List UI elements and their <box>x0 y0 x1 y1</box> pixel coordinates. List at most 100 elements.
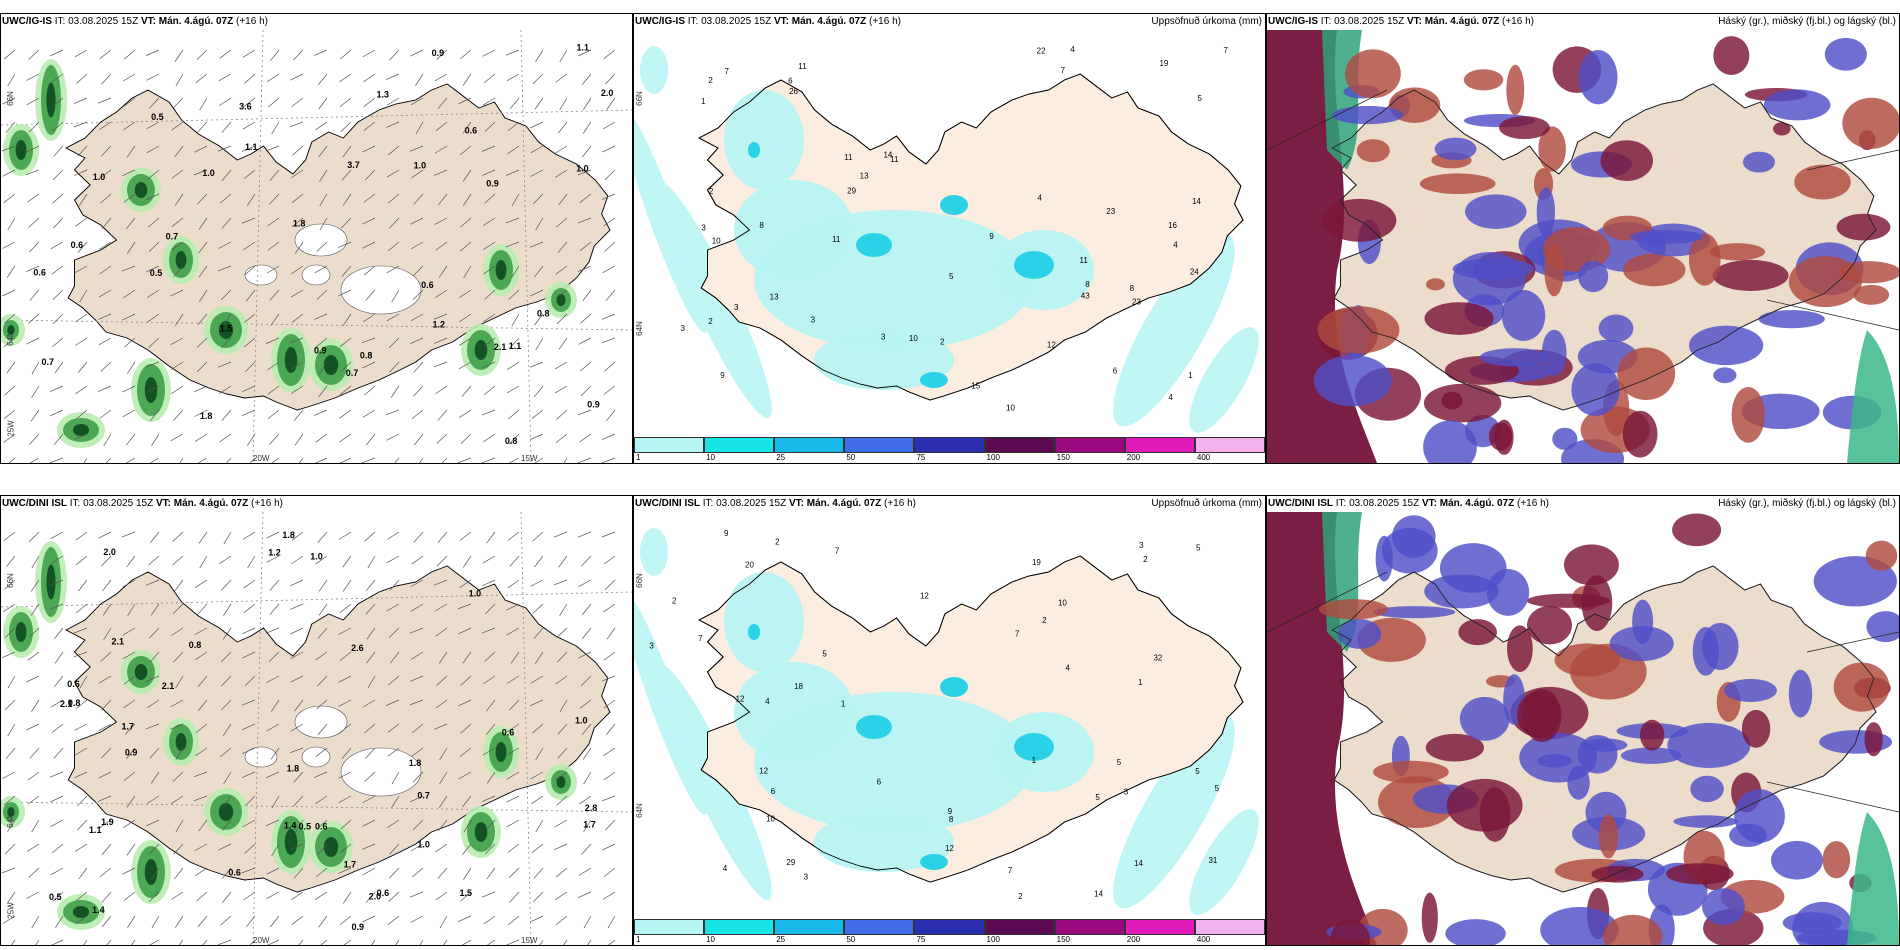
wind-barb <box>149 627 160 639</box>
wind-barb <box>126 795 136 808</box>
precip-area-light <box>734 180 854 280</box>
wind-barb <box>510 651 520 664</box>
precip-value-label: 23 <box>1132 297 1141 306</box>
precip-value-label: 3 <box>649 641 654 650</box>
wind-barb <box>409 699 424 706</box>
wind-barb <box>508 867 520 879</box>
wind-barb <box>243 313 256 323</box>
wind-barb <box>220 193 232 204</box>
longitude-gridline <box>520 30 532 463</box>
wind-barb <box>583 819 592 833</box>
wind-barb <box>530 675 544 684</box>
wind-barb <box>386 265 400 274</box>
wind-barb <box>221 217 232 229</box>
wind-barb <box>459 289 472 299</box>
wind-barb <box>506 795 520 803</box>
wind-barb <box>171 795 184 804</box>
wind-barb <box>122 627 136 636</box>
colorbar-tick-label: 50 <box>846 453 856 462</box>
wind-barb <box>195 579 208 588</box>
wind-barb <box>338 241 352 248</box>
wind-barb <box>170 361 184 370</box>
high-cloud-area <box>1666 863 1734 885</box>
high-cloud-area <box>1836 261 1899 284</box>
wind-barb <box>4 313 16 324</box>
cloud-map <box>1267 512 1899 945</box>
precip-value-label: 9 <box>948 807 953 816</box>
precip-area-moderate <box>920 854 948 870</box>
wind-barb <box>244 675 256 687</box>
precip-area-heavy <box>46 564 56 600</box>
wind-barb <box>26 891 40 899</box>
wind-barb <box>363 193 376 203</box>
wind-barb <box>52 313 64 325</box>
wind-barb <box>49 771 64 778</box>
wind-barb <box>195 73 208 83</box>
wind-barb <box>386 97 400 106</box>
it-value: 03.08.2025 15Z <box>1349 498 1420 509</box>
wind-barb <box>268 97 280 108</box>
wind-barb <box>386 531 400 540</box>
wind-barb <box>460 433 472 444</box>
wind-barb <box>175 819 184 833</box>
wind-barb <box>505 217 520 224</box>
precip-value-label: 10 <box>1058 598 1067 607</box>
vt-label: VT: <box>773 16 789 27</box>
wind-barb <box>434 73 448 82</box>
wind-barb <box>601 795 616 802</box>
colorbar-tick-label: 100 <box>986 453 1000 462</box>
vt-value: Mán. 4.ágú. 07Z <box>791 16 867 27</box>
wind-barb <box>483 675 496 685</box>
wind-barb <box>602 433 616 440</box>
wind-barb <box>171 217 184 227</box>
mid-cloud-area <box>1690 775 1724 803</box>
wind-barb <box>202 939 208 945</box>
precip-value-label: 8 <box>1130 284 1135 293</box>
wind-barb <box>241 699 256 706</box>
wind-barb <box>220 289 232 301</box>
wind-barb <box>122 651 136 660</box>
precip-value-label: 6 <box>877 778 882 787</box>
wind-barb <box>269 193 280 205</box>
wind-barb <box>221 867 232 880</box>
wind-barb <box>195 747 208 757</box>
wind-barb <box>530 289 544 297</box>
wind-barb <box>75 385 88 395</box>
mid-cloud-area <box>1313 355 1392 407</box>
wind-barb <box>339 723 352 733</box>
wind-barb <box>411 723 424 734</box>
precip-area-heavy <box>556 776 566 788</box>
mid-cloud-area <box>1392 515 1436 558</box>
wind-barb <box>83 939 88 945</box>
precip-value-label: 7 <box>1061 66 1066 75</box>
wind-barb <box>27 651 40 661</box>
wind-barb <box>577 531 592 538</box>
wind-barb <box>27 771 40 781</box>
wind-barb <box>388 337 400 349</box>
precip-value-label: 11 <box>844 153 853 162</box>
high-cloud-area <box>1317 306 1400 354</box>
wind-barb <box>99 121 112 130</box>
wind-barb <box>316 819 328 830</box>
wind-barb <box>437 867 448 879</box>
wind-barb <box>197 457 208 463</box>
grid-line <box>1806 631 1899 653</box>
wind-barb <box>74 771 88 779</box>
wind-barb <box>151 867 160 880</box>
wind-barb <box>241 867 256 874</box>
wind-barb <box>580 313 592 324</box>
wind-barb <box>414 433 424 446</box>
wind-barb <box>317 723 328 735</box>
wind-barb <box>196 891 208 902</box>
wind-barb <box>249 939 256 945</box>
wind-barb <box>123 891 136 901</box>
wind-barb <box>532 73 544 84</box>
wind-barb <box>583 97 592 110</box>
precip-area-heavy <box>7 807 15 817</box>
map-panel-dini-precip: UWC/DINI ISL IT: 03.08.2025 15Z VT: Mán.… <box>633 495 1266 946</box>
wind-barb <box>83 457 88 463</box>
wind-barb <box>269 433 280 445</box>
wind-barb <box>265 145 280 152</box>
wind-barb <box>122 409 136 418</box>
map-panel-igis-wind: UWC/IG-IS IT: 03.08.2025 15Z VT: Mán. 4.… <box>0 13 633 464</box>
